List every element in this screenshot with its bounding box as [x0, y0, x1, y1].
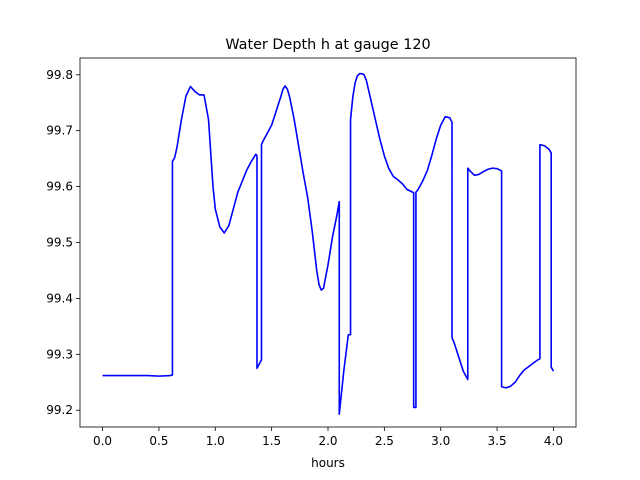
series-layer [102, 72, 555, 415]
x-tick-label: 1.5 [262, 434, 281, 448]
x-tick-label: 3.5 [488, 434, 507, 448]
x-axis-label: hours [311, 456, 345, 470]
x-tick-label: 0.5 [149, 434, 168, 448]
y-tick-label: 99.7 [46, 124, 73, 138]
y-tick-label: 99.2 [46, 403, 73, 417]
x-tick-label: 2.0 [318, 434, 337, 448]
x-tick-label: 0.0 [93, 434, 112, 448]
y-tick-label: 99.5 [46, 236, 73, 250]
y-tick-label: 99.8 [46, 68, 73, 82]
y-tick-label: 99.3 [46, 347, 73, 361]
y-axis-ticks: 99.2 99.3 99.4 99.5 99.6 99.7 99.8 [46, 68, 80, 417]
y-tick-label: 99.6 [46, 180, 73, 194]
chart-title: Water Depth h at gauge 120 [225, 37, 430, 53]
plot-area-frame [79, 57, 577, 428]
series-line-0 [102, 72, 555, 415]
x-tick-label: 4.0 [544, 434, 563, 448]
x-tick-label: 2.5 [375, 434, 394, 448]
x-tick-label: 1.0 [206, 434, 225, 448]
y-tick-label: 99.4 [46, 291, 73, 305]
x-tick-label: 3.0 [431, 434, 450, 448]
x-axis-ticks: 0.0 0.5 1.0 1.5 2.0 2.5 3.0 3.5 4.0 [93, 427, 563, 448]
